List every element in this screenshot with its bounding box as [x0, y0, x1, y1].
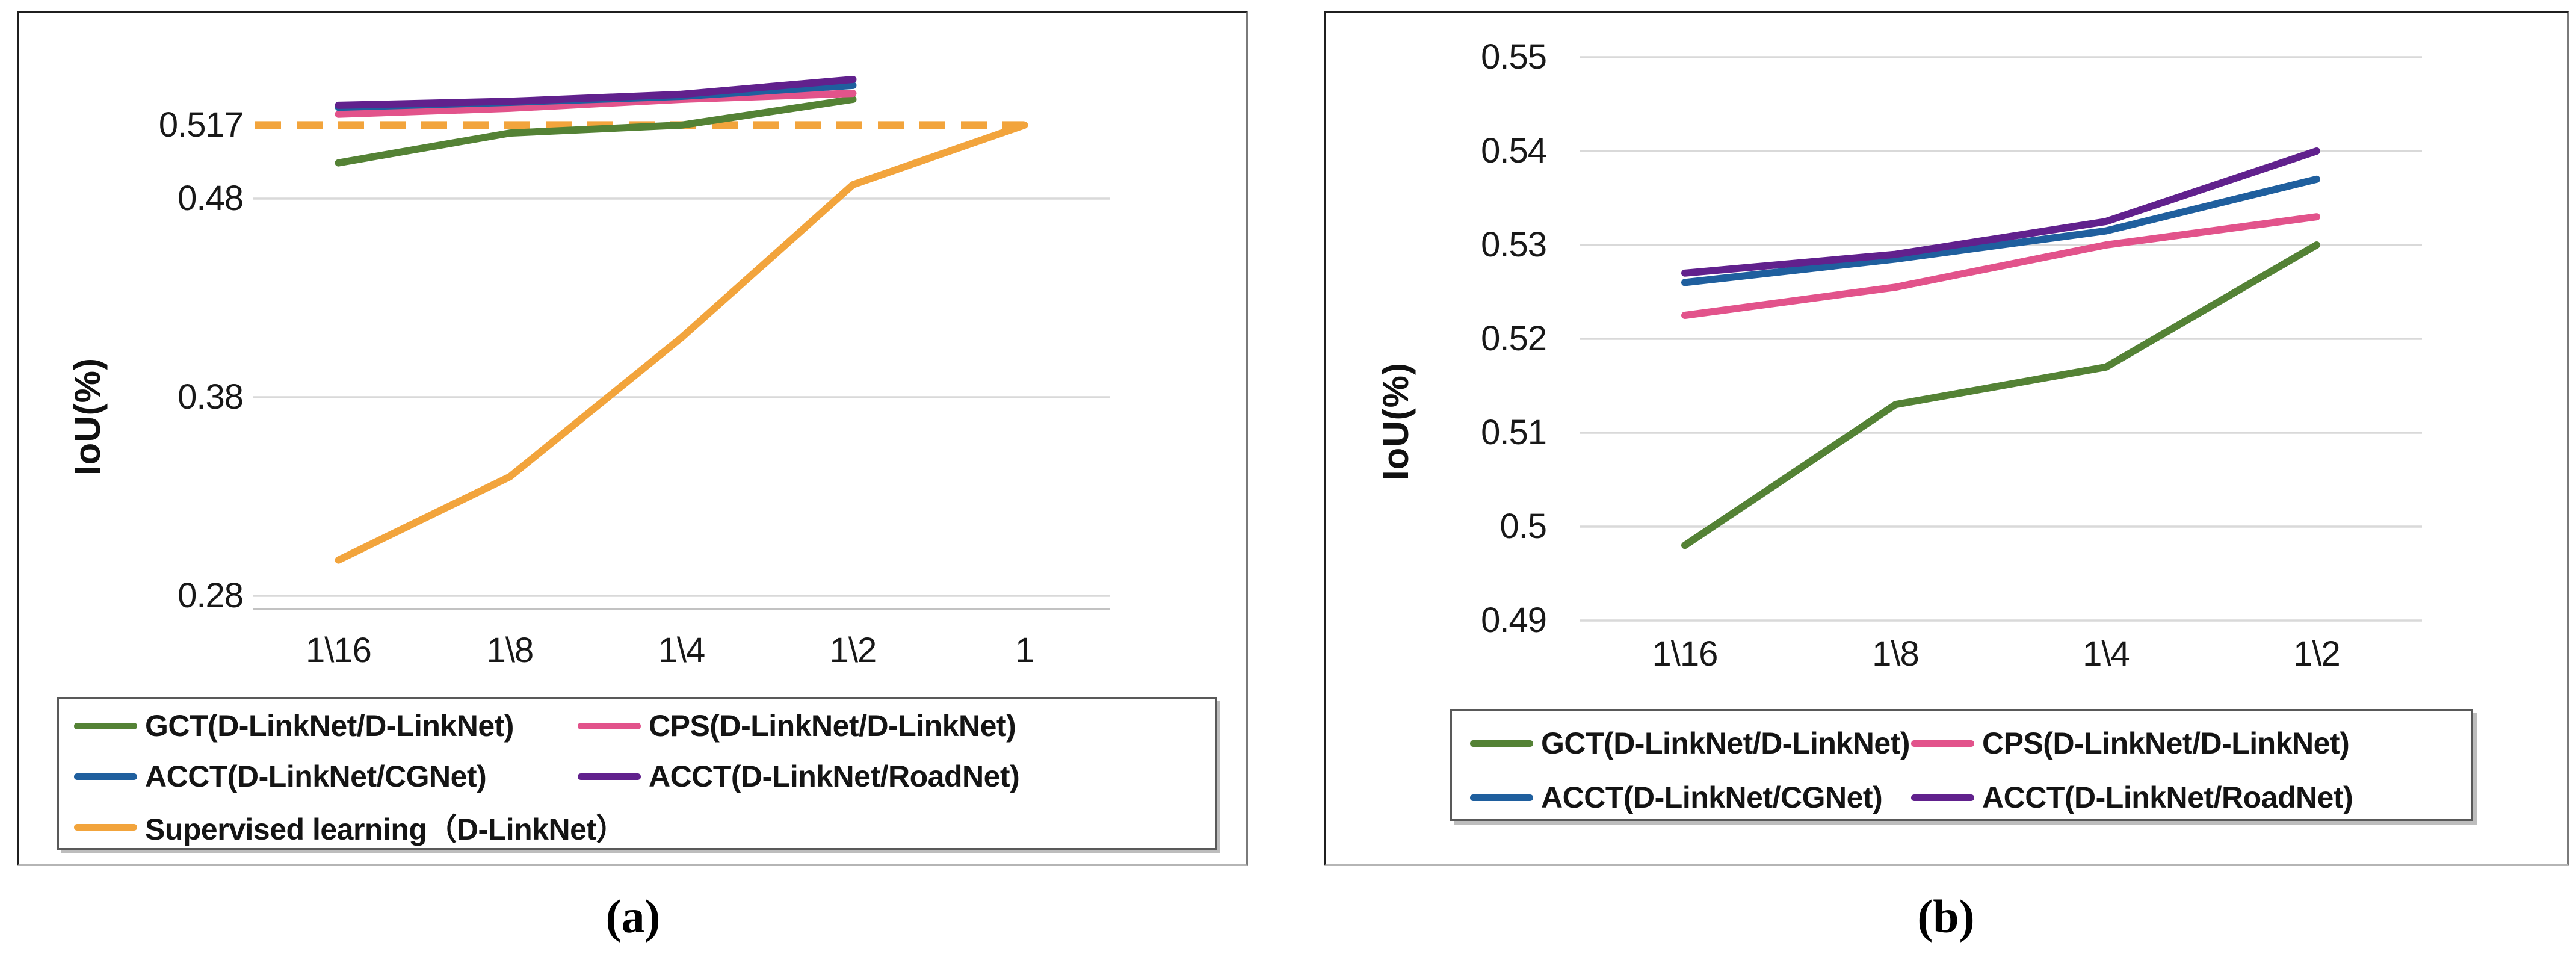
- legend-item: ACCT(D-LinkNet/RoadNet): [578, 758, 1020, 795]
- legend-item: ACCT(D-LinkNet/CGNet): [74, 758, 487, 795]
- series-line-cps-d-linknet-d-linknet-: [335, 90, 857, 118]
- series-color-swatch: [74, 823, 137, 831]
- legend-item: GCT(D-LinkNet/D-LinkNet): [1470, 725, 1910, 762]
- series-color-swatch: [1911, 740, 1974, 747]
- series-color-swatch: [1470, 740, 1533, 747]
- legend-item: CPS(D-LinkNet/D-LinkNet): [578, 707, 1016, 744]
- series-line-supervised-learning-d-linknet-: [335, 121, 1028, 564]
- series-line-gct-d-linknet-d-linknet-: [1681, 241, 2320, 549]
- series-color-swatch: [74, 773, 137, 780]
- y-axis-title-b: IoU(%): [1376, 362, 1416, 480]
- legend-item: Supervised learning（D-LinkNet）: [74, 808, 626, 846]
- legend-label: ACCT(D-LinkNet/CGNet): [1541, 781, 1883, 814]
- series-line-acct-d-linknet-cgnet-: [1681, 175, 2320, 286]
- legend-label: CPS(D-LinkNet/D-LinkNet): [649, 709, 1016, 743]
- legend-item: CPS(D-LinkNet/D-LinkNet): [1911, 725, 2350, 762]
- legend-item: GCT(D-LinkNet/D-LinkNet): [74, 707, 514, 744]
- series-color-swatch: [1470, 794, 1533, 801]
- series-color-swatch: [1911, 794, 1974, 801]
- legend-label: ACCT(D-LinkNet/CGNet): [145, 760, 487, 793]
- legend-label: CPS(D-LinkNet/D-LinkNet): [1982, 726, 2350, 760]
- series-line-acct-d-linknet-roadnet-: [1681, 147, 2320, 277]
- legend-label: Supervised learning（D-LinkNet）: [145, 813, 626, 846]
- legend-label: GCT(D-LinkNet/D-LinkNet): [1541, 726, 1910, 760]
- series-line-gct-d-linknet-d-linknet-: [335, 96, 857, 167]
- series-color-swatch: [578, 722, 641, 729]
- series-line-cps-d-linknet-d-linknet-: [1681, 213, 2320, 319]
- legend-item: ACCT(D-LinkNet/CGNet): [1470, 779, 1883, 816]
- legend-label: ACCT(D-LinkNet/RoadNet): [1982, 781, 2353, 814]
- caption-b: (b): [1917, 890, 1975, 943]
- series-line-acct-d-linknet-roadnet-: [335, 76, 857, 109]
- legend-a: GCT(D-LinkNet/D-LinkNet) CPS(D-LinkNet/D…: [57, 697, 1217, 850]
- series-color-swatch: [74, 722, 137, 729]
- caption-a: (a): [605, 890, 661, 943]
- series-color-swatch: [578, 773, 641, 780]
- y-axis-title-a: IoU(%): [67, 358, 108, 475]
- legend-b: GCT(D-LinkNet/D-LinkNet) CPS(D-LinkNet/D…: [1450, 709, 2473, 821]
- legend-label: GCT(D-LinkNet/D-LinkNet): [145, 709, 514, 743]
- legend-item: ACCT(D-LinkNet/RoadNet): [1911, 779, 2353, 816]
- legend-label: ACCT(D-LinkNet/RoadNet): [649, 760, 1020, 793]
